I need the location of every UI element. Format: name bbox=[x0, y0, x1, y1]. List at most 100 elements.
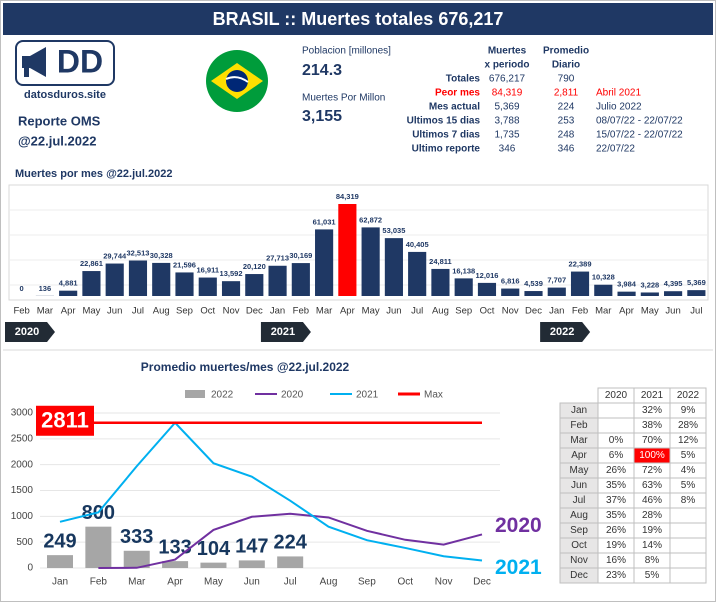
x-tick-label: May bbox=[641, 306, 659, 317]
table-cell bbox=[669, 552, 707, 569]
x-tick-label: Aug bbox=[432, 306, 449, 317]
summary-cell: 253 bbox=[558, 116, 575, 127]
summary-period: 22/07/22 bbox=[596, 144, 635, 155]
value-label: 6,816 bbox=[501, 277, 520, 286]
summary-cell: 790 bbox=[558, 74, 575, 85]
x-tick-label: Jul bbox=[284, 577, 297, 588]
per-million-value: 3,155 bbox=[302, 108, 342, 125]
x-tick-label: Jul bbox=[411, 306, 423, 317]
value-label: 84,319 bbox=[336, 192, 359, 201]
table-value: 37% bbox=[606, 495, 626, 506]
summary-cell: 346 bbox=[499, 144, 516, 155]
y-tick-label: 500 bbox=[16, 537, 33, 548]
report: Reporte OMS bbox=[18, 113, 101, 128]
legend-label: 2021 bbox=[356, 390, 379, 401]
bar bbox=[123, 550, 150, 568]
table-cell bbox=[597, 402, 635, 419]
summary-cell: 5,369 bbox=[494, 102, 519, 113]
bar bbox=[547, 287, 566, 296]
year-tag bbox=[540, 322, 591, 342]
summary-cell: 346 bbox=[558, 144, 575, 155]
x-tick-label: Mar bbox=[316, 306, 332, 317]
value-label: 5,369 bbox=[687, 278, 706, 287]
table-value: 26% bbox=[606, 525, 626, 536]
summary-period: Julio 2022 bbox=[596, 102, 642, 113]
table-value: 8% bbox=[681, 495, 696, 506]
line bbox=[59, 421, 483, 562]
bar bbox=[524, 291, 543, 296]
value-label: 30,169 bbox=[289, 251, 312, 260]
bar bbox=[47, 555, 73, 568]
bar bbox=[617, 291, 636, 296]
site: datosduros.site bbox=[24, 89, 106, 101]
bar bbox=[268, 265, 287, 296]
value-label: 10,328 bbox=[592, 273, 615, 282]
bar bbox=[454, 278, 473, 296]
table-value: 9% bbox=[681, 405, 696, 416]
summary-row-label: Mes actual bbox=[429, 102, 480, 113]
table-row-label: Jun bbox=[571, 480, 587, 491]
year-label: 2022 bbox=[550, 326, 574, 338]
legend-label: 2022 bbox=[211, 390, 234, 401]
x-tick-label: Oct bbox=[397, 577, 413, 588]
legend-label: 2020 bbox=[281, 390, 304, 401]
x-tick-label: Jul bbox=[132, 306, 144, 317]
y-tick-label: 1500 bbox=[11, 485, 34, 496]
value-label: 4,881 bbox=[59, 279, 78, 288]
bar bbox=[128, 260, 148, 296]
table-value: 19% bbox=[606, 540, 626, 551]
x-tick-label: Feb bbox=[90, 577, 108, 588]
table-value: 5% bbox=[645, 570, 660, 581]
max-label: 2811 bbox=[41, 408, 89, 433]
bar bbox=[85, 526, 112, 568]
series-end-label: 2020 bbox=[495, 514, 542, 537]
value-label: 24,811 bbox=[429, 257, 452, 266]
bar-plot-rules bbox=[9, 209, 708, 286]
bar-value-label: 147 bbox=[235, 536, 268, 558]
x-tick-label: Nov bbox=[502, 306, 519, 317]
value-label: 21,596 bbox=[173, 260, 196, 269]
table-value: 46% bbox=[642, 495, 662, 506]
bar bbox=[200, 562, 227, 568]
y-tick-label: 0 bbox=[27, 563, 33, 574]
table-value: 6% bbox=[609, 450, 624, 461]
x-tick-label: Aug bbox=[320, 577, 338, 588]
value-label: 16,911 bbox=[197, 266, 220, 275]
bar-value-label: 333 bbox=[120, 526, 153, 548]
y-tick-label: 3000 bbox=[11, 408, 34, 419]
table-cell bbox=[669, 567, 707, 584]
x-tick-label: Dec bbox=[473, 577, 491, 588]
year-tag bbox=[5, 322, 55, 342]
summary-cell: 224 bbox=[558, 102, 575, 113]
value-label: 32,513 bbox=[126, 249, 149, 258]
x-tick-label: Feb bbox=[13, 306, 29, 317]
value-label: 29,744 bbox=[103, 252, 127, 261]
bar bbox=[431, 268, 450, 296]
summary-period: Abril 2021 bbox=[596, 88, 641, 99]
summary-col-header: Promedio bbox=[543, 46, 589, 57]
x-tick-label: Mar bbox=[37, 306, 53, 317]
y-tick-label: 2000 bbox=[11, 459, 34, 470]
chart-title: Muertes por mes @22.jul.2022 bbox=[15, 168, 172, 180]
x-tick-label: Apr bbox=[619, 306, 634, 317]
summary-col-header: Diario bbox=[552, 60, 580, 71]
summary-row-label: Peor mes bbox=[435, 88, 480, 99]
table-row-label: Sep bbox=[570, 525, 588, 536]
x-tick-label: Feb bbox=[293, 306, 309, 317]
value-label: 61,031 bbox=[313, 217, 336, 226]
summary-cell: 248 bbox=[558, 130, 575, 141]
table-value: 28% bbox=[678, 420, 698, 431]
population-value: 214.3 bbox=[302, 62, 342, 79]
table-row-label: Nov bbox=[570, 555, 588, 566]
x-tick-label: Aug bbox=[153, 306, 170, 317]
value-label: 4,539 bbox=[524, 279, 543, 288]
table-col-header: 2020 bbox=[605, 390, 628, 401]
legend-label: Max bbox=[424, 390, 443, 401]
bar bbox=[361, 227, 380, 296]
table-row-label: Aug bbox=[570, 510, 588, 521]
x-tick-label: Mar bbox=[128, 577, 146, 588]
x-tick-label: Jan bbox=[270, 306, 285, 317]
bar bbox=[664, 291, 683, 296]
table-value: 26% bbox=[606, 465, 626, 476]
